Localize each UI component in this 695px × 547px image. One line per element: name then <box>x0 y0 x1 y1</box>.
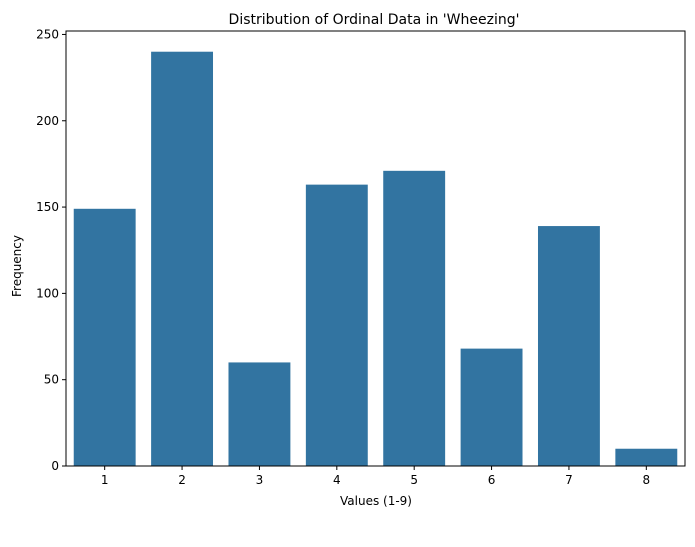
bar-1 <box>73 208 136 467</box>
x-tick-label: 2 <box>178 473 186 487</box>
y-tick-label: 150 <box>36 200 59 214</box>
x-tick-label: 7 <box>565 473 573 487</box>
x-tick-label: 5 <box>410 473 418 487</box>
bar-3 <box>228 362 291 466</box>
x-tick-label: 4 <box>333 473 341 487</box>
bar-8 <box>615 448 678 466</box>
y-axis-label: Frequency <box>10 235 24 297</box>
x-tick-label: 1 <box>101 473 109 487</box>
bar-2 <box>151 51 214 466</box>
y-tick-label: 100 <box>36 286 59 300</box>
x-tick-label: 8 <box>642 473 650 487</box>
chart-title: Distribution of Ordinal Data in 'Wheezin… <box>229 12 520 28</box>
bars-group <box>73 51 678 467</box>
bar-6 <box>460 348 523 466</box>
bar-4 <box>305 184 368 466</box>
y-axis-ticks: 0 50 100 150 200 250 <box>36 27 66 473</box>
y-tick-label: 50 <box>44 373 59 387</box>
x-axis-label: Values (1-9) <box>340 494 412 508</box>
y-tick-label: 250 <box>36 27 59 41</box>
y-tick-label: 200 <box>36 114 59 128</box>
y-tick-label: 0 <box>51 459 59 473</box>
bar-7 <box>537 226 600 466</box>
x-tick-label: 6 <box>488 473 496 487</box>
x-tick-label: 3 <box>256 473 264 487</box>
plot-frame <box>65 30 686 467</box>
x-axis-ticks: 1 2 3 4 5 6 7 8 <box>101 466 650 487</box>
bar-5 <box>383 170 446 467</box>
